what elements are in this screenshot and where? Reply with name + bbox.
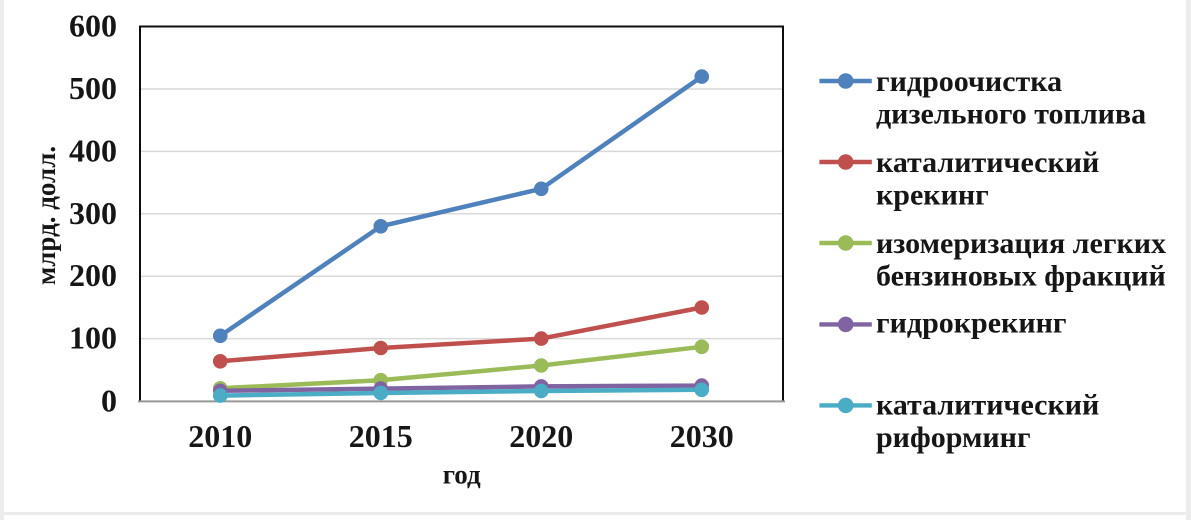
svg-text:дизельного топлива: дизельного топлива [876,98,1146,131]
svg-text:0: 0 [101,382,117,418]
svg-text:400: 400 [69,132,117,168]
svg-text:каталитический: каталитический [876,388,1099,421]
svg-text:500: 500 [69,70,117,106]
svg-text:гидрокрекинг: гидрокрекинг [876,307,1067,340]
svg-text:200: 200 [69,257,117,293]
svg-text:2015: 2015 [349,418,413,454]
svg-text:300: 300 [69,195,117,231]
svg-text:изомеризация легких: изомеризация легких [876,227,1166,260]
svg-text:2030: 2030 [670,418,734,454]
svg-text:100: 100 [69,320,117,356]
svg-text:год: год [443,460,481,490]
svg-text:2010: 2010 [188,418,252,454]
svg-text:бензиновых фракций: бензиновых фракций [876,260,1166,293]
svg-text:крекинг: крекинг [876,179,989,212]
svg-text:каталитический: каталитический [876,146,1099,179]
svg-text:риформинг: риформинг [876,421,1031,454]
svg-text:2020: 2020 [509,418,573,454]
svg-text:млрд. долл.: млрд. долл. [31,146,61,285]
svg-text:гидроочистка: гидроочистка [876,65,1062,98]
svg-text:600: 600 [69,8,117,44]
